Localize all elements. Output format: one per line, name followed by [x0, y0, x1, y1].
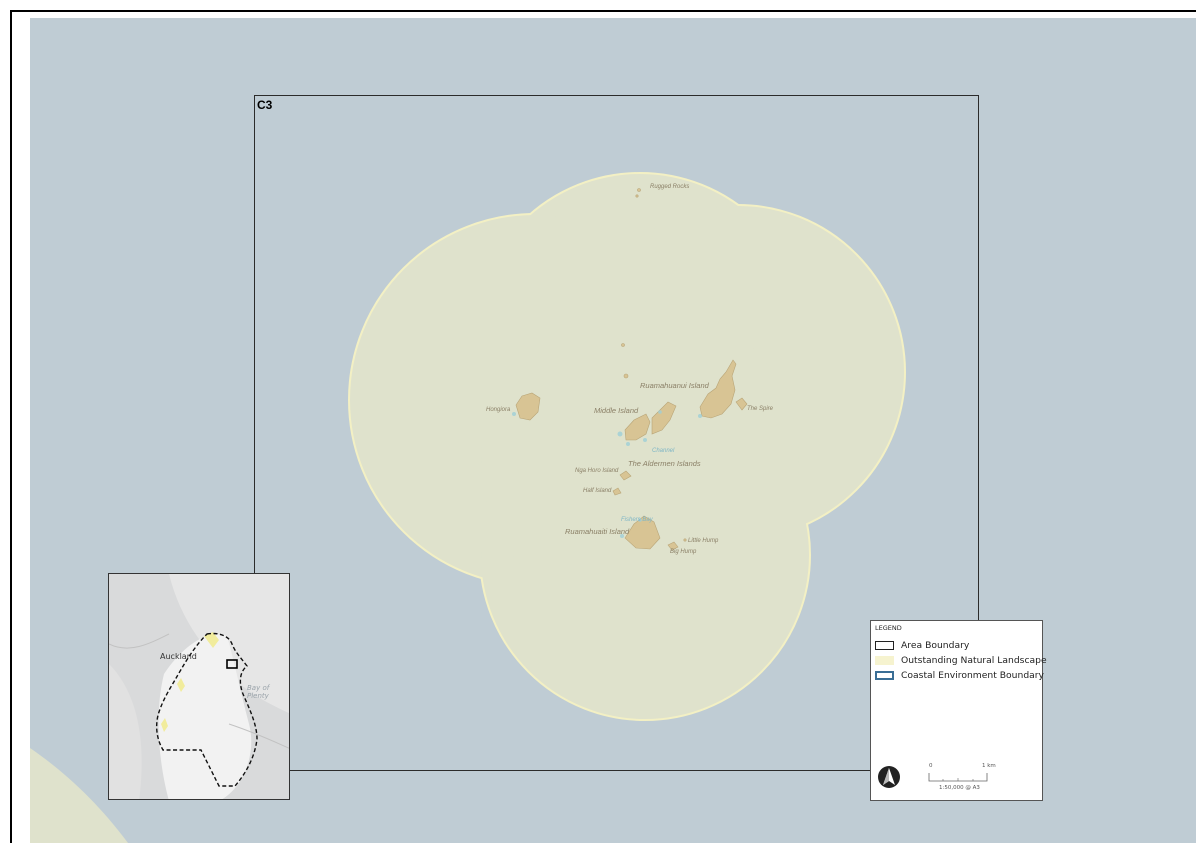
islet	[623, 373, 629, 379]
place-label-bay: Fishers Bay	[621, 517, 653, 523]
legend-label: Outstanding Natural Landscape	[901, 654, 1047, 666]
place-label-ruamahuanui: Ruamahuanui Island	[640, 381, 709, 390]
place-label-rugged-rocks: Rugged Rocks	[650, 184, 690, 190]
reef-patches	[512, 410, 702, 538]
legend-item-outstanding-natural-landscape: Outstanding Natural Landscape	[875, 654, 1047, 666]
place-label-big-hump: Big Hump	[670, 549, 697, 555]
island-group	[515, 188, 748, 551]
scale-left-tick: 0	[929, 763, 933, 769]
legend-item-coastal-boundary: Coastal Environment Boundary	[875, 669, 1044, 681]
place-label-channel: Channel	[652, 448, 675, 454]
middle-island	[624, 413, 651, 441]
place-label-half-island: Half Island	[583, 488, 612, 494]
area-boundary	[254, 95, 979, 771]
place-label-the-aldermen: The Aldermen Islands	[628, 459, 701, 468]
islet	[683, 538, 687, 542]
middle-island-east	[651, 401, 677, 435]
map-legend: LEGEND Area Boundary Outstanding Natural…	[870, 620, 1047, 801]
inset-map-canvas	[109, 574, 289, 799]
legend-swatch-landscape	[875, 655, 894, 665]
half-island	[612, 487, 622, 496]
inset-overview-map[interactable]: Auckland Bay of Plenty	[108, 573, 290, 800]
legend-swatch-area-boundary	[875, 640, 894, 650]
place-label-the-spire: The Spire	[747, 406, 774, 412]
legend-title: LEGEND	[875, 624, 902, 632]
scale-ratio: 1:50,000 @ A3	[939, 785, 980, 791]
place-label-hongiora: Hongiora	[486, 407, 511, 413]
inset-boundary-outline	[155, 632, 258, 787]
inset-city-label: Auckland	[160, 652, 197, 661]
ruamahuanui-island	[699, 359, 737, 419]
place-label-little-hump: Little Hump	[688, 538, 719, 544]
place-label-nga-horo: Nga Horo Island	[575, 468, 619, 474]
inset-locator-box	[226, 659, 238, 669]
the-spire-island	[735, 397, 748, 411]
hongiora-island	[515, 392, 541, 421]
place-label-middle-island: Middle Island	[594, 406, 639, 415]
scale-bar	[928, 773, 988, 782]
islet	[637, 188, 641, 192]
mainland-landscape	[30, 748, 128, 843]
islet	[635, 194, 639, 198]
scale-right-tick: 1 km	[982, 763, 996, 769]
legend-label: Coastal Environment Boundary	[901, 669, 1044, 681]
ruamahuaiti-island	[624, 515, 661, 550]
big-hump-island	[667, 541, 679, 551]
legend-swatch-coastal	[875, 670, 894, 680]
islet	[621, 343, 625, 347]
nga-horo-island	[619, 470, 632, 481]
legend-label: Area Boundary	[901, 639, 970, 651]
place-label-ruamahuaiti: Ruamahuaiti Island	[565, 527, 630, 536]
inset-sea-label: Bay of Plenty	[247, 684, 270, 700]
north-arrow-icon	[878, 766, 900, 788]
area-label: C3	[257, 98, 273, 112]
legend-item-area-boundary: Area Boundary	[875, 639, 969, 651]
